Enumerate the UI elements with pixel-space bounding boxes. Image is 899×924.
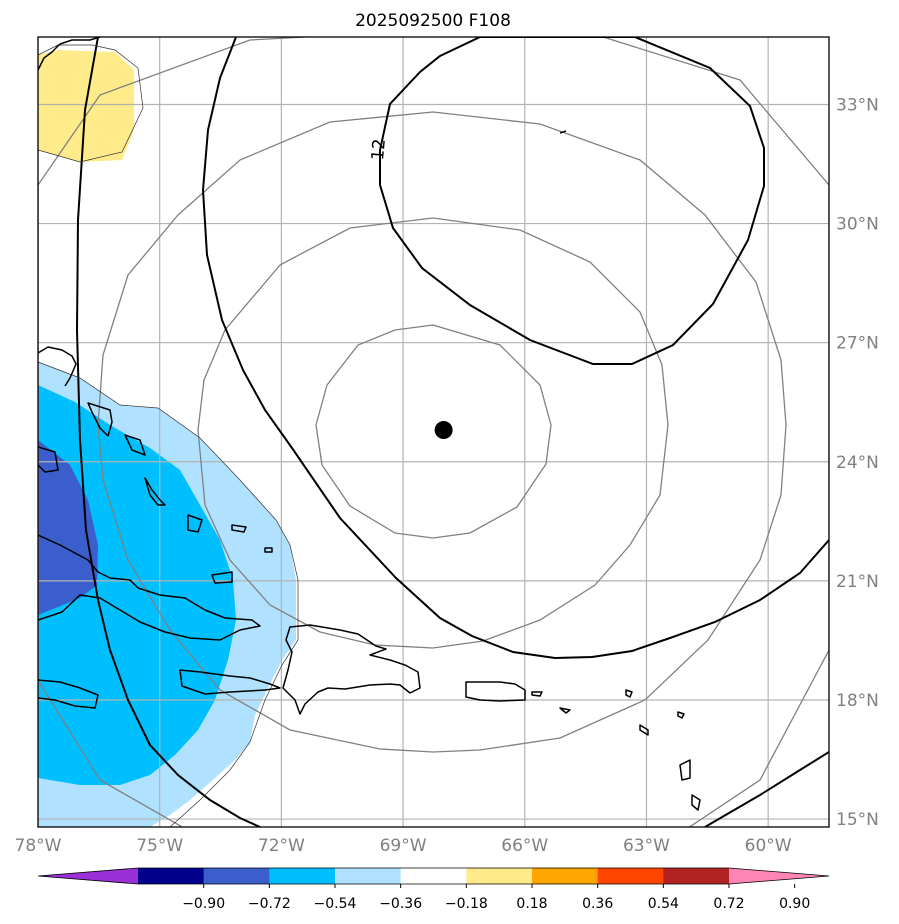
colorbar-label-4: −0.18 (445, 896, 488, 912)
distance-rings (38, 37, 829, 827)
coast-haiti-peninsula (179, 669, 281, 695)
colorbar-bin-8 (663, 868, 730, 884)
colorbar-label-6: 0.36 (582, 896, 613, 912)
colorbar-label-3: −0.36 (379, 896, 422, 912)
contour-big-trough (201, 37, 829, 660)
coast-virgin-2 (559, 707, 571, 714)
colorbar-extend-high (729, 868, 829, 884)
map-area: 12 (38, 37, 829, 827)
coast-bermuda-speck (559, 130, 567, 134)
colorbar-label-8: 0.72 (713, 896, 744, 912)
lon-label-6: 60°W (745, 836, 792, 856)
colorbar-bin-4 (400, 868, 467, 884)
coast-florida (38, 346, 77, 387)
ring-2 (197, 217, 669, 649)
coast-puerto-rico (465, 681, 526, 702)
ring-3 (97, 111, 787, 753)
ring-1 (315, 324, 552, 539)
lon-label-1: 75°W (136, 836, 183, 856)
coast-lesser-antilles-3 (679, 759, 691, 781)
colorbar-bin-1 (203, 868, 270, 884)
lat-label-2: 21°N (836, 572, 879, 592)
lon-label-4: 66°W (501, 836, 548, 856)
lon-label-3: 69°W (380, 836, 427, 856)
colorbar-label-7: 0.54 (648, 896, 679, 912)
coast-turks (264, 547, 273, 553)
contour-closed-12 (379, 37, 765, 365)
colorbar-outline (37, 867, 830, 885)
lon-label-0: 78°W (15, 836, 62, 856)
contour-southeast (704, 751, 829, 827)
colorbar: −0.90 −0.72 −0.54 −0.36 −0.18 0.18 0.36 0.54 0.7… (37, 867, 830, 912)
colorbar-extend-low (38, 868, 138, 884)
colorbar-label-9: 0.90 (779, 896, 810, 912)
colorbar-bin-6 (532, 868, 599, 884)
coast-bahamas-4 (187, 514, 203, 533)
coast-bahamas-5 (231, 524, 247, 533)
colorbar-bin-7 (597, 868, 664, 884)
colorbar-bin-3 (335, 868, 402, 884)
anomaly-fill (38, 50, 296, 827)
storm-center-marker (434, 421, 453, 440)
coast-jamaica (38, 679, 99, 709)
lat-label-5: 30°N (836, 215, 879, 235)
coast-lesser-antilles-2 (677, 711, 685, 719)
coast-virgin (531, 691, 543, 697)
colorbar-label-1: −0.72 (248, 896, 291, 912)
contour-label-12: 12 (368, 138, 390, 161)
coastlines (38, 37, 701, 811)
coast-bahamas-1 (87, 402, 113, 437)
coast-hispaniola (282, 624, 421, 715)
coast-cuba (38, 534, 261, 641)
lat-label-4: 27°N (836, 334, 879, 354)
colorbar-label-0: −0.90 (182, 896, 225, 912)
coast-bahamas-2 (124, 434, 146, 456)
lat-label-3: 24°N (836, 453, 879, 473)
coast-lesser-antilles-1 (639, 724, 649, 736)
latitude-labels: 15°N 18°N 21°N 24°N 27°N 30°N 33°N (836, 95, 879, 830)
coast-lesser-antilles-4 (691, 794, 701, 811)
ring-4 (38, 37, 829, 827)
coast-andros (38, 446, 59, 473)
lat-label-0: 15°N (836, 810, 879, 830)
colorbar-bin-0 (138, 868, 205, 884)
fill-blue (38, 385, 236, 785)
colorbar-bin-2 (269, 868, 336, 884)
colorbar-label-5: 0.18 (516, 896, 547, 912)
lon-label-5: 63°W (623, 836, 670, 856)
coast-nc (38, 37, 101, 71)
lon-label-2: 72°W (258, 836, 305, 856)
black-contours (75, 37, 829, 827)
lat-label-1: 18°N (836, 691, 879, 711)
colorbar-label-2: −0.54 (314, 896, 357, 912)
colorbar-bin-5 (466, 868, 533, 884)
figure-title: 2025092500 F108 (355, 11, 511, 31)
coast-bahamas-3 (144, 477, 166, 506)
contour-west-line (75, 37, 261, 827)
coast-inagua (211, 571, 233, 584)
coast-anguilla (625, 689, 633, 698)
longitude-labels: 78°W 75°W 72°W 69°W 66°W 63°W 60°W (15, 836, 792, 856)
fill-outline (38, 44, 299, 827)
lat-label-6: 33°N (836, 95, 879, 115)
fill-royal-blue (38, 440, 98, 615)
map-frame (37, 36, 830, 828)
